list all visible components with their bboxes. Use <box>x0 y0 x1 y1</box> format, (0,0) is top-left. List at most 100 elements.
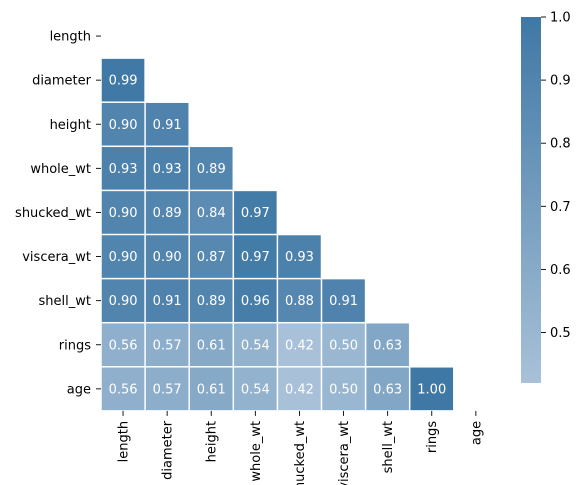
x-tick-label-whole_wt: whole_wt <box>249 421 264 482</box>
heatmap-cell-viscera_wt-height <box>189 235 233 278</box>
heatmap-cell-whole_wt-diameter <box>145 147 189 190</box>
cell-value-label: 0.91 <box>329 294 358 309</box>
heatmap-cell-shell_wt-height <box>189 279 233 322</box>
y-tick-label-rings: rings <box>59 338 91 353</box>
cell-value-label: 0.42 <box>285 382 314 397</box>
heatmap-cell-shucked_wt-length <box>101 191 145 234</box>
heatmap-cell-age-shucked_wt <box>278 367 321 411</box>
heatmap-cell-shucked_wt-diameter <box>145 191 189 234</box>
colorbar: 1.0 0.9 0.8 0.7 0.6 0.5 <box>521 11 571 383</box>
cell-value-label: 0.61 <box>197 338 226 353</box>
heatmap-cell-rings-shell_wt <box>366 323 409 367</box>
x-tick-label-shucked_wt: shucked_wt <box>293 421 308 485</box>
heatmap-cell-rings-shucked_wt <box>278 323 321 367</box>
cell-value-label: 0.61 <box>197 382 226 397</box>
heatmap-cell-whole_wt-height <box>189 147 233 190</box>
heatmap-cell-shucked_wt-whole_wt <box>234 191 277 234</box>
heatmap-cell-age-rings <box>410 367 454 411</box>
cell-value-label: 0.57 <box>153 338 182 353</box>
cell-value-label: 0.91 <box>153 294 182 309</box>
y-tick-label-length: length <box>50 30 91 45</box>
heatmap-cell-shell_wt-shucked_wt <box>278 279 321 322</box>
heatmap-cell-age-whole_wt <box>234 367 277 411</box>
x-axis: length diameter height whole_wt shucked_wt vi… <box>117 410 484 485</box>
y-tick-label-age: age <box>67 382 91 397</box>
x-tick-label-shell_wt: shell_wt <box>381 421 396 473</box>
heatmap-cell-height-diameter <box>145 102 189 146</box>
y-tick-label-viscera_wt: viscera_wt <box>22 250 91 265</box>
heatmap-cell-rings-height <box>189 323 233 367</box>
y-tick-label-diameter: diameter <box>32 74 92 89</box>
cell-value-label: 0.90 <box>153 250 182 265</box>
cell-value-label: 0.97 <box>241 250 270 265</box>
cell-value-label: 0.63 <box>373 382 402 397</box>
heatmap-cell-age-height <box>189 367 233 411</box>
x-tick-label-age: age <box>469 421 484 445</box>
heatmap-cell-age-viscera_wt <box>322 367 365 411</box>
y-axis: length diameter height whole_wt shucked_wtvi… <box>15 30 101 397</box>
cell-value-label: 0.63 <box>373 338 402 353</box>
cell-value-label: 0.54 <box>241 338 270 353</box>
cell-value-label: 0.99 <box>109 74 138 89</box>
heatmap-cell-shell_wt-length <box>101 279 145 322</box>
cell-value-label: 1.00 <box>417 382 446 397</box>
colorbar-tick-label: 0.5 <box>550 326 571 341</box>
y-tick-label-height: height <box>50 118 91 133</box>
heatmap-cell-viscera_wt-length <box>101 235 145 278</box>
heatmap-cell-diameter-length <box>101 58 145 102</box>
y-tick-label-shell_wt: shell_wt <box>39 294 91 309</box>
cell-value-label: 0.89 <box>197 162 226 177</box>
x-tick-label-rings: rings <box>425 421 440 453</box>
heatmap-cell-shell_wt-viscera_wt <box>322 279 365 322</box>
heatmap-cell-shell_wt-diameter <box>145 279 189 322</box>
cell-value-label: 0.89 <box>197 294 226 309</box>
x-tick-label-viscera_wt: viscera_wt <box>337 421 352 485</box>
cell-value-label: 0.87 <box>197 250 226 265</box>
heatmap-cell-age-diameter <box>145 367 189 411</box>
cell-value-label: 0.93 <box>109 162 138 177</box>
cell-value-label: 0.54 <box>241 382 270 397</box>
colorbar-gradient <box>521 17 541 383</box>
cell-value-label: 0.56 <box>109 382 138 397</box>
heatmap-cell-viscera_wt-shucked_wt <box>278 235 321 278</box>
cell-value-label: 0.56 <box>109 338 138 353</box>
cell-value-label: 0.96 <box>241 294 270 309</box>
colorbar-tick-label: 0.9 <box>550 74 571 89</box>
y-tick-label-whole_wt: whole_wt <box>30 162 91 177</box>
colorbar-tick-label: 0.6 <box>550 263 571 278</box>
cell-value-label: 0.93 <box>285 250 314 265</box>
heatmap-cells: 0.99 0.90 0.91 0.93 0.93 0.89 0.90 0.89 0.84 0.97… <box>101 58 454 411</box>
colorbar-tick-label: 0.8 <box>550 137 571 152</box>
cell-value-label: 0.90 <box>109 294 138 309</box>
cell-value-label: 0.97 <box>241 206 270 221</box>
cell-value-label: 0.42 <box>285 338 314 353</box>
colorbar-tick-label: 0.7 <box>550 200 571 215</box>
heatmap-cell-shucked_wt-height <box>189 191 233 234</box>
cell-value-label: 0.90 <box>109 250 138 265</box>
heatmap-cell-rings-diameter <box>145 323 189 367</box>
heatmap-cell-viscera_wt-diameter <box>145 235 189 278</box>
y-tick-label-shucked_wt: shucked_wt <box>15 206 91 221</box>
cell-value-label: 0.89 <box>153 206 182 221</box>
heatmap-cell-rings-length <box>101 323 145 367</box>
cell-value-label: 0.90 <box>109 118 138 133</box>
heatmap-cell-age-shell_wt <box>366 367 409 411</box>
heatmap-cell-whole_wt-length <box>101 147 145 190</box>
heatmap-cell-age-length <box>101 367 145 411</box>
cell-value-label: 0.93 <box>153 162 182 177</box>
heatmap-cell-rings-whole_wt <box>234 323 277 367</box>
cell-value-label: 0.57 <box>153 382 182 397</box>
heatmap-cell-rings-viscera_wt <box>322 323 365 367</box>
cell-value-label: 0.90 <box>109 206 138 221</box>
heatmap-cell-shell_wt-whole_wt <box>234 279 277 322</box>
colorbar-tick-label: 1.0 <box>550 11 571 26</box>
heatmap-cell-viscera_wt-whole_wt <box>234 235 277 278</box>
cell-value-label: 0.88 <box>285 294 314 309</box>
cell-value-label: 0.50 <box>329 382 358 397</box>
x-tick-label-length: length <box>117 421 132 462</box>
x-tick-label-height: height <box>205 421 220 462</box>
cell-value-label: 0.84 <box>197 206 226 221</box>
cell-value-label: 0.91 <box>153 118 182 133</box>
heatmap-cell-height-length <box>101 102 145 146</box>
